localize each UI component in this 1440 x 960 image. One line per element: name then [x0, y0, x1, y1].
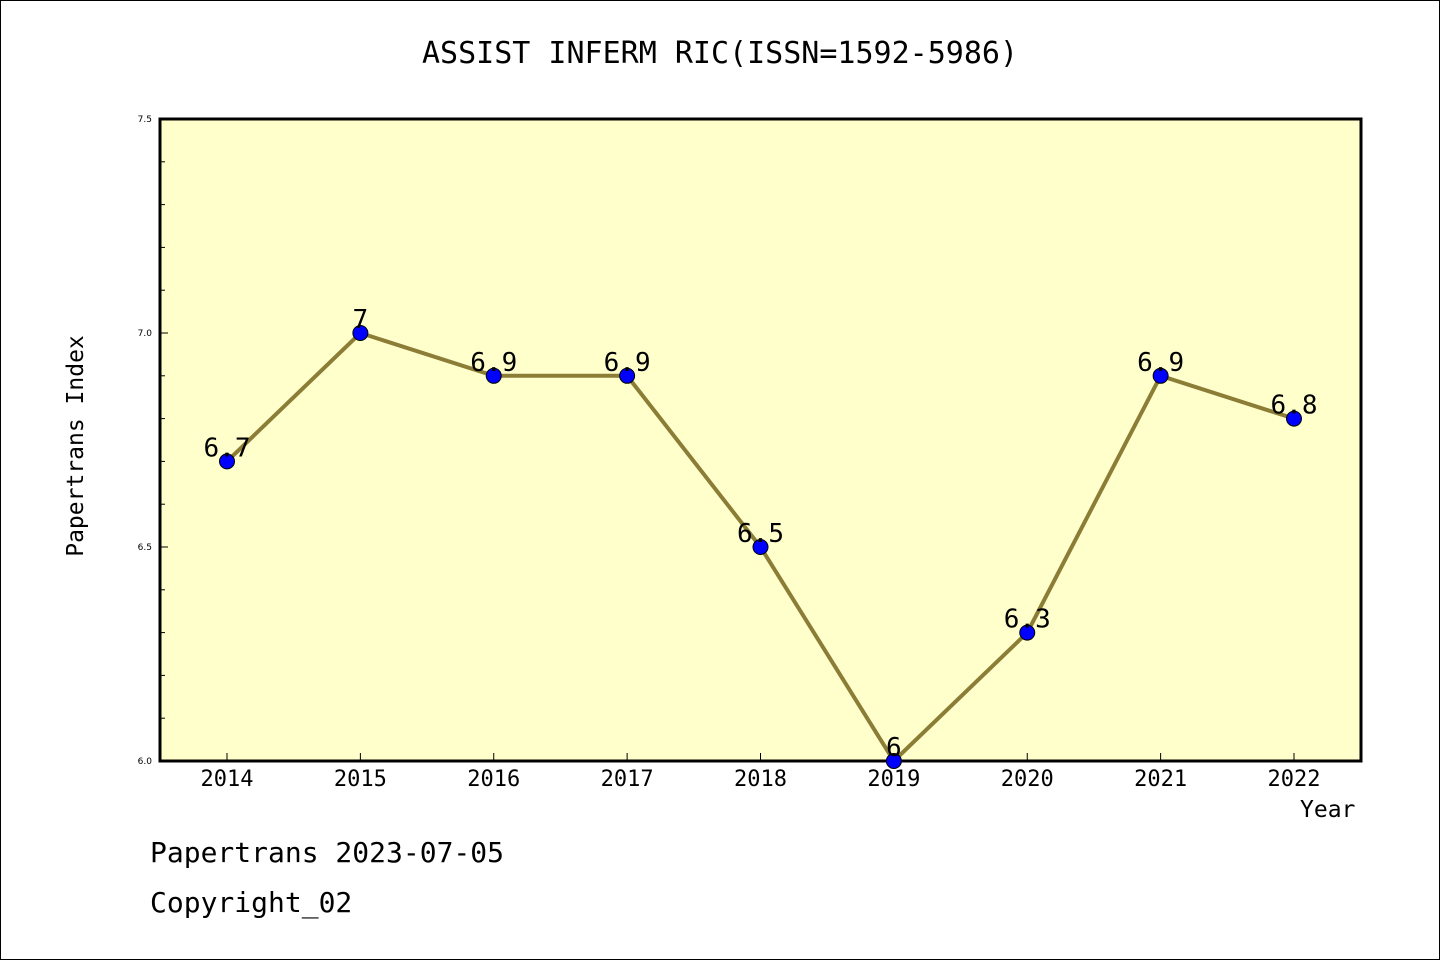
- data-label: 6.9: [470, 348, 517, 378]
- data-point: [352, 325, 369, 341]
- x-tick-label: 2014: [201, 767, 254, 792]
- data-label: 6: [886, 733, 902, 763]
- data-point: [885, 753, 902, 769]
- data-point: [1019, 624, 1036, 641]
- data-label: 6.5: [737, 519, 784, 549]
- x-axis-label: Year: [1300, 797, 1356, 823]
- y-tick-label: 7.5: [138, 115, 152, 125]
- chart-title: ASSIST INFERM RIC(ISSN=1592-5986): [421, 36, 1019, 71]
- footer-copyright: Copyright_02: [150, 886, 353, 919]
- data-point: [752, 539, 769, 555]
- x-tick-label: 2022: [1268, 767, 1321, 792]
- y-tick-label: 6.5: [138, 543, 152, 553]
- x-tick-label: 2021: [1134, 767, 1187, 792]
- data-label: 6.3: [1004, 605, 1051, 635]
- y-axis-ticks: 6.0 6.5 7.0 7.5: [138, 115, 168, 767]
- data-label: 6.9: [1137, 348, 1184, 378]
- x-tick-label: 2017: [601, 767, 654, 792]
- y-tick-label: 7.0: [138, 329, 153, 339]
- data-point: [485, 367, 502, 384]
- data-label: 6.7: [204, 433, 251, 463]
- footer-date: Papertrans 2023-07-05: [150, 836, 505, 869]
- data-labels: 6.7 7 6.9 6.9 6.5 6 6.3 6.9 6.8: [204, 305, 1318, 763]
- x-tick-label: 2015: [334, 767, 387, 792]
- data-label: 6.9: [604, 348, 651, 378]
- x-tick-label: 2016: [467, 767, 520, 792]
- plot-area: [158, 117, 1363, 763]
- y-tick-label: 6.0: [138, 757, 153, 767]
- data-point: [219, 453, 235, 470]
- data-markers: [219, 325, 1302, 769]
- x-tick-label: 2018: [734, 767, 787, 792]
- data-point: [1286, 410, 1302, 427]
- x-axis-ticks: 2014 2015 2016 2017 2018 2019 2020 2021 2022: [201, 753, 1321, 792]
- x-tick-label: 2020: [1001, 767, 1054, 792]
- data-point: [1152, 367, 1169, 384]
- x-tick-label: 2019: [867, 767, 920, 792]
- data-point: [619, 367, 636, 384]
- data-label: 7: [353, 305, 369, 335]
- data-label: 6.8: [1271, 391, 1318, 421]
